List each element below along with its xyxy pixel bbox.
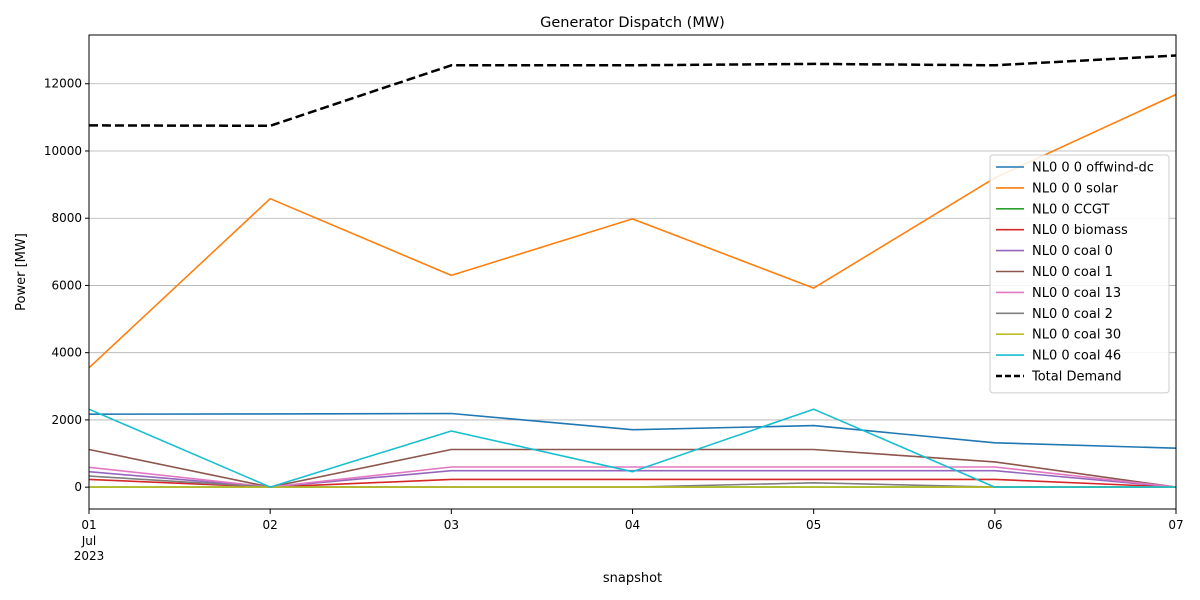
x-tick-label: 06: [987, 518, 1002, 532]
series-group: [88, 54, 1177, 488]
legend-entry: NL0 0 coal 13: [1032, 286, 1121, 301]
y-axis-label: Power [MW]: [14, 233, 29, 311]
chart-title: Generator Dispatch (MW): [540, 15, 725, 31]
series-line: [88, 412, 1177, 449]
y-tick-label: 8000: [51, 211, 82, 225]
series-line: [88, 54, 1177, 128]
x-tick-sublabel: Jul: [81, 534, 96, 548]
legend-entry: NL0 0 coal 30: [1032, 328, 1121, 343]
y-tick-label: 2000: [51, 413, 82, 427]
x-tick-label: 03: [444, 518, 459, 532]
x-tick-label: 01: [81, 518, 96, 532]
y-tick-label: 0: [74, 480, 82, 494]
x-tick-label: 02: [263, 518, 278, 532]
y-tick-label: 6000: [51, 278, 82, 292]
y-tick-label: 12000: [44, 77, 82, 91]
legend-box: [989, 154, 1170, 394]
legend-entry: NL0 0 0 offwind-dc: [1032, 161, 1154, 176]
x-tick-label: 07: [1168, 518, 1183, 532]
legend-entry: NL0 0 coal 1: [1032, 265, 1113, 280]
x-tick-sublabel: 2023: [74, 549, 105, 563]
legend-entry: NL0 0 0 solar: [1032, 181, 1118, 196]
legend: NL0 0 0 offwind-dc NL0 0 0 solar NL0 0 CCG…: [989, 154, 1170, 394]
y-tick-label: 10000: [44, 144, 82, 158]
x-tick-label: 04: [625, 518, 640, 532]
legend-entry: Total Demand: [1031, 370, 1122, 385]
legend-entry: NL0 0 CCGT: [1032, 202, 1110, 217]
series-line: [88, 408, 1176, 488]
axes: 0 2000 4000 6000 8000 10000 12000 01 02 03 04 05 06 0…: [44, 77, 1184, 563]
x-axis-label: snapshot: [603, 571, 662, 586]
legend-entry: NL0 0 coal 0: [1032, 244, 1113, 259]
y-tick-label: 4000: [51, 346, 82, 360]
x-tick-label: 05: [806, 518, 821, 532]
legend-entry: NL0 0 coal 2: [1032, 307, 1113, 322]
legend-entry: NL0 0 coal 46: [1032, 349, 1121, 364]
legend-entry: NL0 0 biomass: [1032, 223, 1128, 238]
